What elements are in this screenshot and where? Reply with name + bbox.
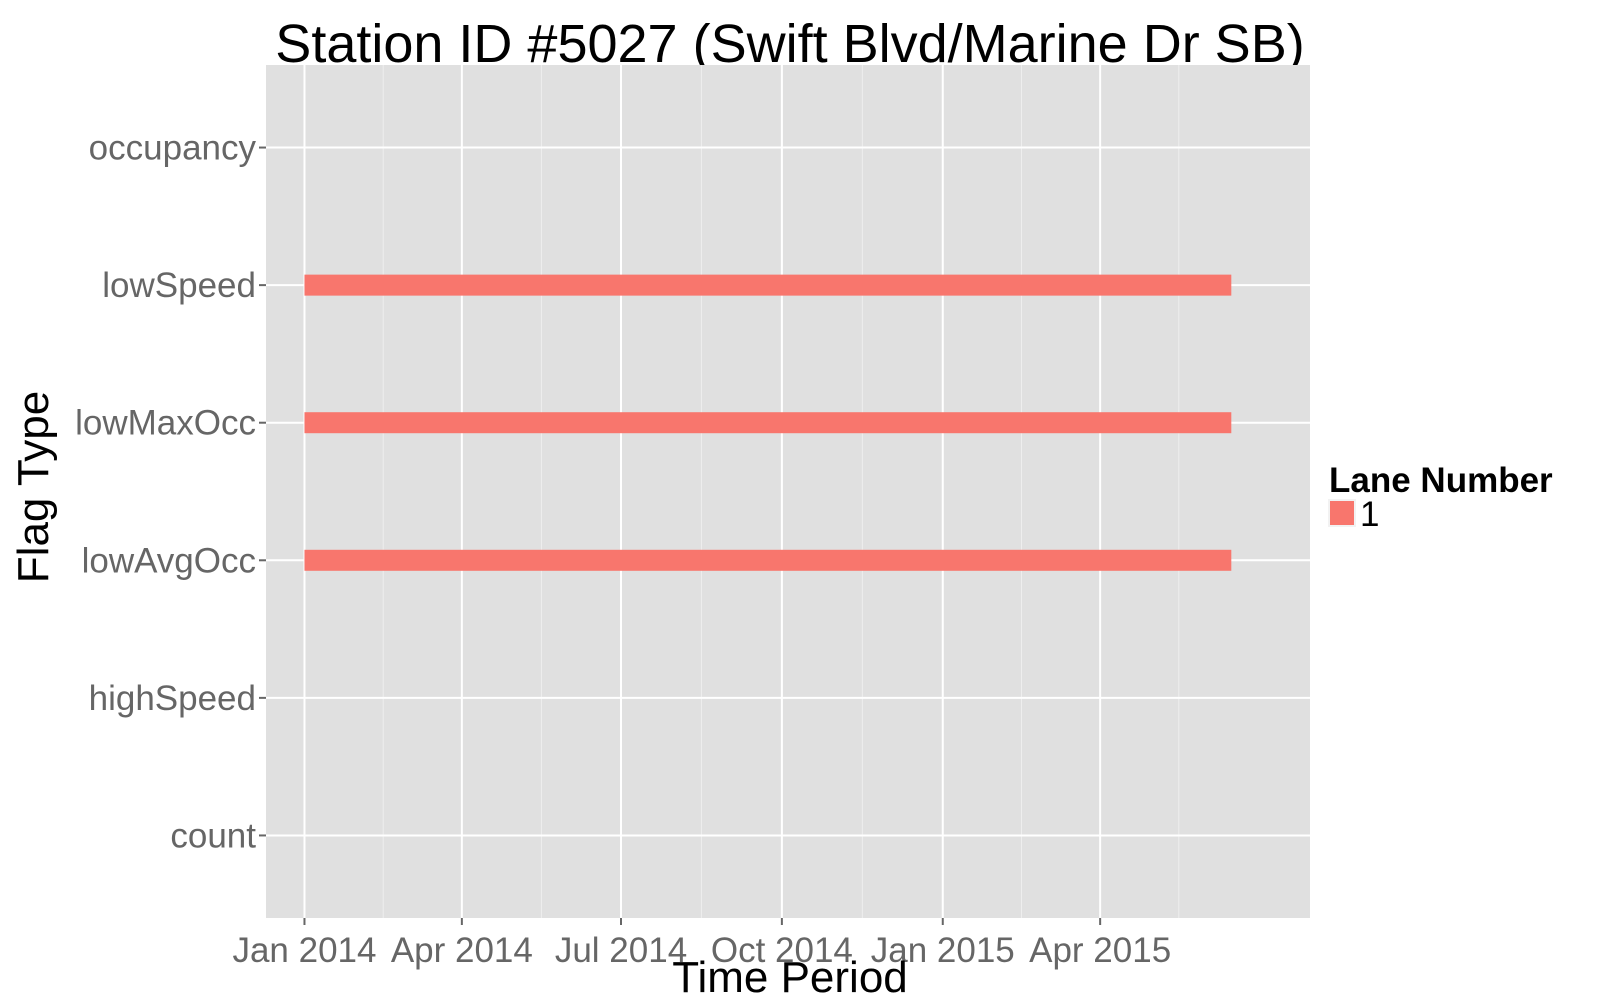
chart-title: Station ID #5027 (Swift Blvd/Marine Dr S… <box>275 14 1304 74</box>
x-tick-label: Jan 2015 <box>871 931 1015 970</box>
segments-layer <box>304 274 1232 571</box>
x-axis-title: Time Period <box>672 953 908 1000</box>
flag-segment-lowMaxOcc <box>304 412 1232 434</box>
x-tick-label: Apr 2015 <box>1029 931 1171 970</box>
legend-key-swatch <box>1328 499 1356 527</box>
x-tick-label: Jan 2014 <box>232 931 376 970</box>
y-tick-label-highSpeed: highSpeed <box>89 679 256 718</box>
legend: Lane Number 1 <box>1328 461 1553 534</box>
y-tick-label-occupancy: occupancy <box>89 129 257 168</box>
flag-segment-lowSpeed <box>304 274 1232 296</box>
x-axis: Jan 2014 Apr 2014 Jul 2014 Oct 2014 Jan 2015… <box>232 918 1171 970</box>
legend-key-label: 1 <box>1360 495 1379 534</box>
y-axis-title: Flag Type <box>9 391 58 583</box>
flag-segment-lowAvgOcc <box>304 549 1232 571</box>
y-axis: count highSpeed lowAvgOcc lowMaxOcc lowSpeed… <box>75 129 266 855</box>
y-tick-label-lowMaxOcc: lowMaxOcc <box>75 404 256 443</box>
x-tick-label: Apr 2014 <box>391 931 533 970</box>
y-tick-label-lowAvgOcc: lowAvgOcc <box>82 541 256 580</box>
y-tick-label-lowSpeed: lowSpeed <box>102 266 256 305</box>
plot-panel <box>266 65 1310 918</box>
y-tick-label-count: count <box>170 816 256 855</box>
legend-title: Lane Number <box>1329 461 1553 500</box>
x-tick-label: Jul 2014 <box>555 931 687 970</box>
x-tick-label: Oct 2014 <box>711 931 853 970</box>
